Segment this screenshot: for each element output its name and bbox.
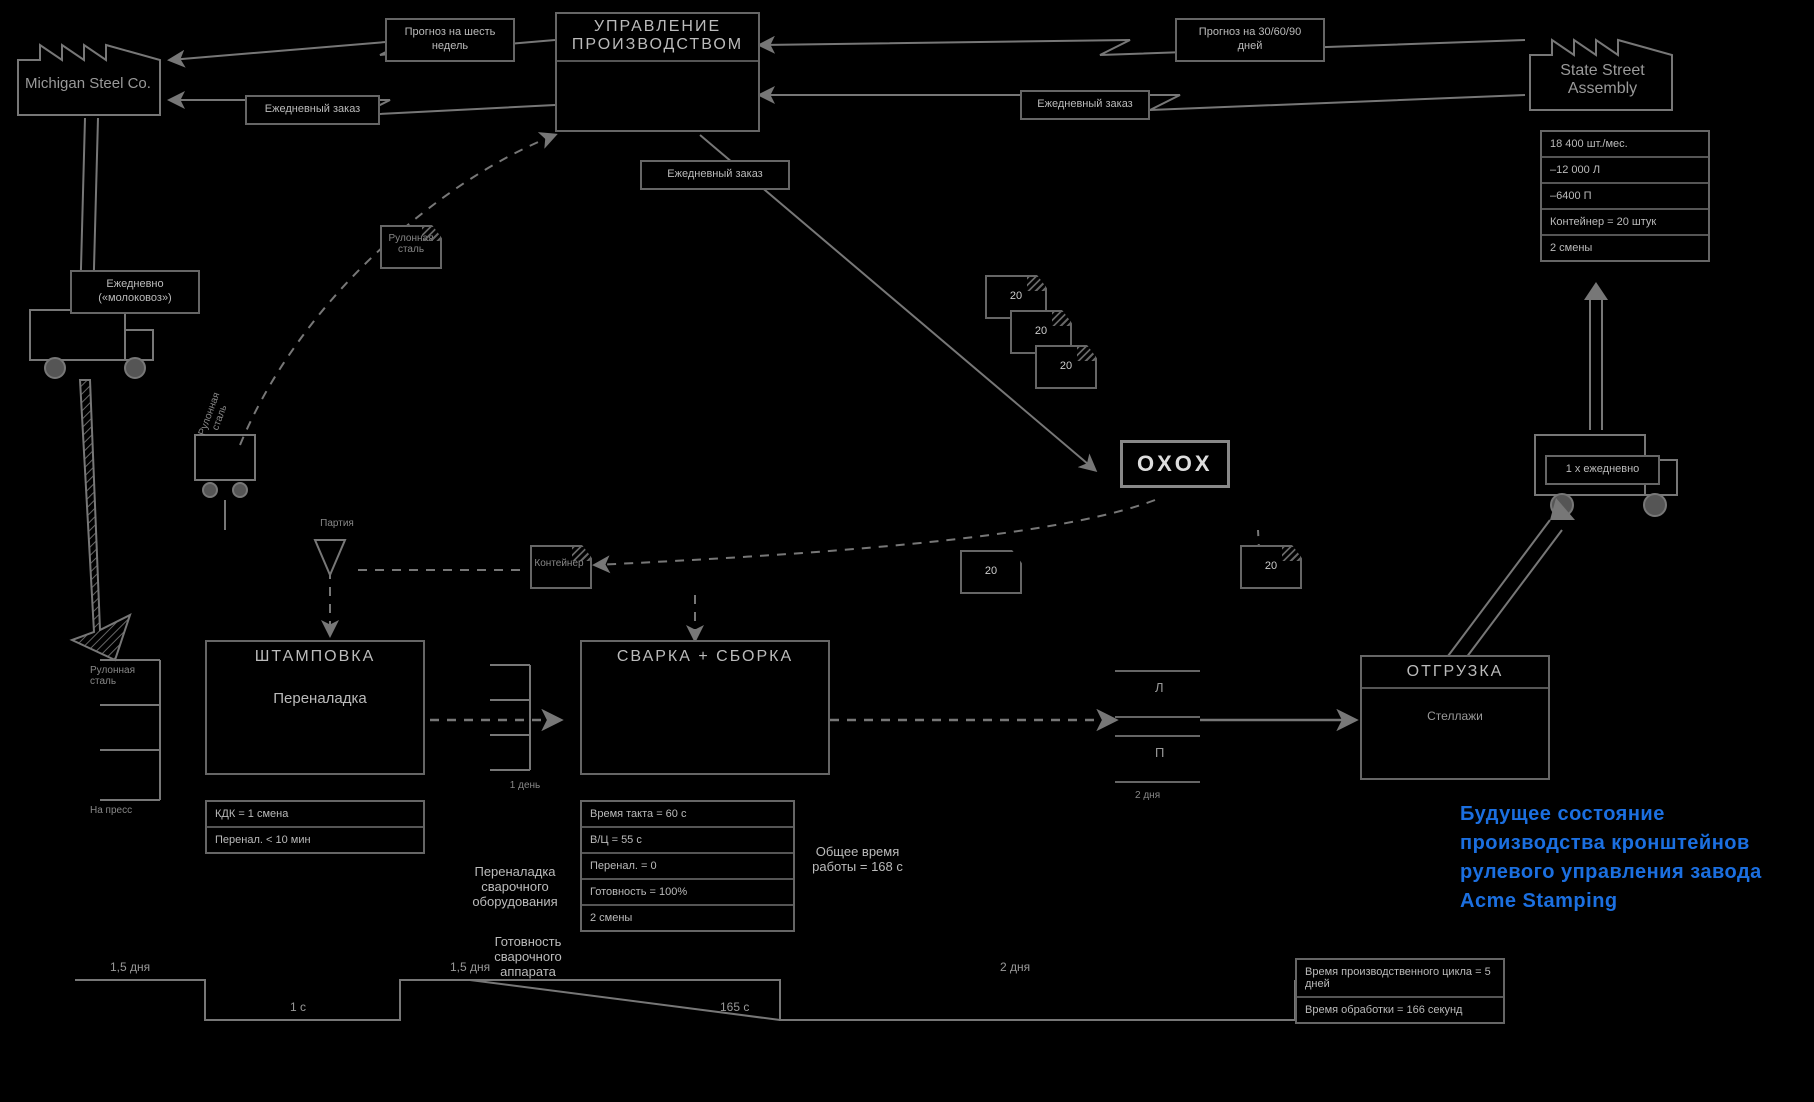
process-shipping: ОТГРУЗКА Стеллажи xyxy=(1360,655,1550,780)
coil-cart-label: Рулонная сталь xyxy=(195,386,234,445)
push-arrow-truck-to-supermarket xyxy=(72,380,130,660)
weld-lead: 1 день xyxy=(500,780,550,791)
stamping-data-box: КДК = 1 смена Перенал. < 10 мин xyxy=(205,800,425,854)
weld-d4: 2 смены xyxy=(582,904,793,930)
cust-d3: Контейнер = 20 штук xyxy=(1542,208,1708,234)
tl-proc-0: 1 с xyxy=(290,1000,306,1014)
kanban-withdraw-coil: Рулонная сталь xyxy=(380,225,442,269)
weld-d1: В/Ц = 55 с xyxy=(582,826,793,852)
stamp-d0: КДК = 1 смена xyxy=(207,802,423,826)
kanban-post-oxox: 20 xyxy=(1240,545,1302,589)
fifo-buffer-label: 2 дня xyxy=(1135,790,1160,801)
heijunka-box: OXOX xyxy=(1120,440,1230,488)
pill-supplier-ship: Ежедневно («молоковоз») xyxy=(70,270,200,314)
production-control-box: УПРАВЛЕНИЕ ПРОИЗВОДСТВОМ xyxy=(555,12,760,132)
weld-kaizen-right: Общее время работы = 168 с xyxy=(800,830,915,888)
stamping-kaizen: Переналадка xyxy=(235,676,405,721)
weld-kaizen-left: Переналадка сварочного оборудования xyxy=(450,850,580,923)
pc-title-1: УПРАВЛЕНИЕ xyxy=(594,18,721,35)
weld-kaizen-bottom: Готовность сварочного аппарата xyxy=(468,920,588,993)
kanban-fifo: 20 xyxy=(960,550,1022,594)
customer-demand-box: 18 400 шт./мес. –12 000 Л –6400 П Контей… xyxy=(1540,130,1710,262)
tl-lead-2: 2 дня xyxy=(1000,960,1030,974)
batch-kanban-triangle xyxy=(315,540,345,575)
kanban-withdraw-loop xyxy=(240,135,555,445)
info-customer-to-pc-forecast xyxy=(760,40,1525,55)
customer-name: State Street Assembly xyxy=(1530,62,1675,98)
sm-in-bottom: На пресс xyxy=(90,805,160,816)
supermarket-after-stamp-icon xyxy=(490,665,530,770)
shipping-title: ОТГРУЗКА xyxy=(1362,657,1548,689)
coil-cart-icon xyxy=(195,435,255,530)
cust-d2: –6400 П xyxy=(1542,182,1708,208)
pill-daily-order-customer: Ежедневный заказ xyxy=(1020,90,1150,120)
tl-proc-1: 165 с xyxy=(720,1000,749,1014)
tl-lead-1: 1,5 дня xyxy=(450,960,490,974)
process-weld: СВАРКА + СБОРКА xyxy=(580,640,830,775)
pill-daily-order-supplier: Ежедневный заказ xyxy=(245,95,380,125)
timeline-step xyxy=(75,980,1295,1020)
shipping-sub: Стеллажи xyxy=(1362,709,1548,723)
tl-lead-0: 1,5 дня xyxy=(110,960,150,974)
tl-total-proc: Время обработки = 166 секунд xyxy=(1297,996,1503,1022)
fifo-P-label: П xyxy=(1155,745,1164,760)
weld-title: СВАРКА + СБОРКА xyxy=(582,642,828,672)
batch-label: Партия xyxy=(307,518,367,529)
cust-d1: –12 000 Л xyxy=(1542,156,1708,182)
pill-daily-ship-schedule: Ежедневный заказ xyxy=(640,160,790,190)
tl-total-lead: Время производственного цикла = 5 дней xyxy=(1297,960,1503,996)
cust-d4: 2 смены xyxy=(1542,234,1708,260)
weld-d0: Время такта = 60 с xyxy=(582,802,793,826)
kanban-container-label: Контейнер xyxy=(530,558,588,569)
pc-title-2: ПРОИЗВОДСТВОМ xyxy=(572,36,743,53)
weld-data-box: Время такта = 60 с В/Ц = 55 с Перенал. =… xyxy=(580,800,795,932)
pill-forecast-6w: Прогноз на шесть недель xyxy=(385,18,515,62)
stamp-d1: Перенал. < 10 мин xyxy=(207,826,423,852)
fifo-L-label: Л xyxy=(1155,680,1164,695)
kanban-from-oxox-to-container xyxy=(595,500,1155,565)
diagram-caption: Будущее состояние производства кронштейн… xyxy=(1460,800,1810,916)
process-stamping: ШТАМПОВКА Переналадка xyxy=(205,640,425,775)
weld-d2: Перенал. = 0 xyxy=(582,852,793,878)
cust-d0: 18 400 шт./мес. xyxy=(1542,132,1708,156)
timeline-totals: Время производственного цикла = 5 дней В… xyxy=(1295,958,1505,1024)
sm-in-top: Рулонная сталь xyxy=(90,665,160,687)
supplier-truck-icon xyxy=(30,310,153,378)
weld-d3: Готовность = 100% xyxy=(582,878,793,904)
supplier-name: Michigan Steel Co. xyxy=(18,75,158,92)
kanban-batch-2: 20 xyxy=(1035,345,1097,389)
stamping-title: ШТАМПОВКА xyxy=(207,642,423,672)
pill-customer-ship: 1 х ежедневно xyxy=(1545,455,1660,485)
pill-forecast-306090: Прогноз на 30/60/90 дней xyxy=(1175,18,1325,62)
ship-arrow-truck-to-customer xyxy=(1590,300,1602,430)
